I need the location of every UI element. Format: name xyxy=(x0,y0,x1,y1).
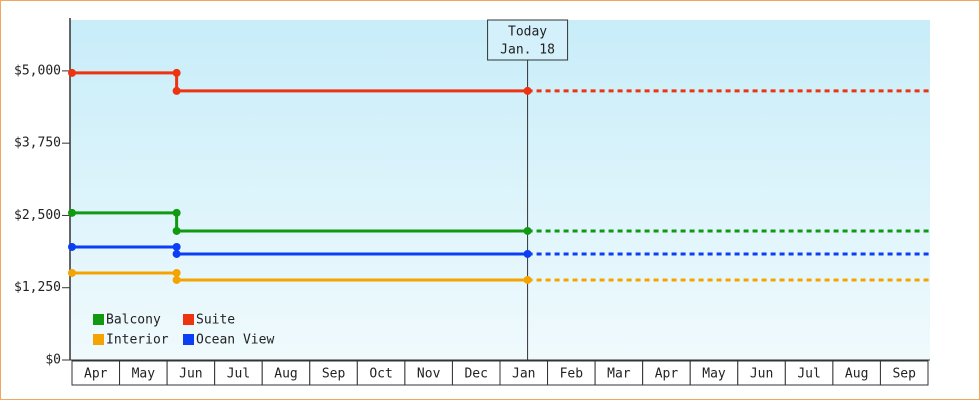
x-tick-label: Mar xyxy=(607,367,631,382)
legend-swatch xyxy=(93,334,104,345)
x-tick-label: Jul xyxy=(797,367,820,382)
month-cell xyxy=(71,360,121,386)
y-tick-label: $1,250 xyxy=(14,280,61,295)
month-cell xyxy=(214,360,263,386)
y-tick-label: $0 xyxy=(45,353,61,368)
legend-swatch xyxy=(93,314,104,325)
point xyxy=(523,226,532,235)
point xyxy=(172,68,181,77)
month-cell xyxy=(784,360,834,386)
point xyxy=(172,268,181,277)
x-tick-label: Aug xyxy=(845,367,868,382)
month-cell xyxy=(166,360,216,386)
x-tick-label: Sep xyxy=(892,367,916,382)
today-label: Today xyxy=(508,25,547,40)
point xyxy=(172,208,181,217)
point xyxy=(68,208,76,217)
series-line xyxy=(72,71,528,93)
legend-label: Balcony xyxy=(106,313,161,328)
month-cell xyxy=(261,360,311,386)
point xyxy=(68,68,76,77)
month-cell xyxy=(404,360,453,386)
x-tick-label: Jun xyxy=(179,367,202,382)
x-tick-label: Jun xyxy=(750,367,773,382)
point xyxy=(523,275,532,284)
series-line xyxy=(72,211,528,233)
point xyxy=(68,242,76,251)
today-date: Jan. 18 xyxy=(500,43,555,58)
x-tick-label: Apr xyxy=(84,367,108,382)
legend-swatch xyxy=(183,334,194,345)
point xyxy=(172,242,181,251)
month-cell xyxy=(737,360,786,386)
x-tick-label: Sep xyxy=(322,367,346,382)
month-cell xyxy=(594,360,644,386)
y-tick-label: $3,750 xyxy=(14,136,61,151)
month-cell xyxy=(642,360,691,386)
y-tick-label: $5,000 xyxy=(14,63,61,78)
legend-label: Interior xyxy=(106,333,169,348)
x-tick-label: Jan xyxy=(512,367,535,382)
point xyxy=(172,249,181,258)
today-box xyxy=(487,19,569,61)
x-tick-label: May xyxy=(702,367,726,382)
point xyxy=(172,275,181,284)
x-tick-label: Aug xyxy=(274,367,297,382)
x-tick-label: Apr xyxy=(655,367,679,382)
x-tick-label: Jul xyxy=(227,367,250,382)
x-tick-label: Nov xyxy=(417,367,441,382)
month-cell xyxy=(879,360,929,386)
y-tick-label: $2,500 xyxy=(14,208,61,223)
legend-label: Suite xyxy=(196,313,235,328)
point xyxy=(172,226,181,235)
month-cell xyxy=(499,360,549,386)
point xyxy=(172,86,181,95)
x-tick-label: May xyxy=(132,367,156,382)
x-tick-label: Feb xyxy=(560,367,584,382)
point xyxy=(523,249,532,258)
x-tick-label: Dec xyxy=(464,367,487,382)
legend-label: Ocean View xyxy=(196,333,274,348)
legend-swatch xyxy=(183,314,194,325)
point xyxy=(68,268,76,277)
x-tick-label: Oct xyxy=(369,367,392,382)
month-cell xyxy=(119,360,168,386)
plot-area xyxy=(70,20,930,360)
point xyxy=(523,86,532,95)
